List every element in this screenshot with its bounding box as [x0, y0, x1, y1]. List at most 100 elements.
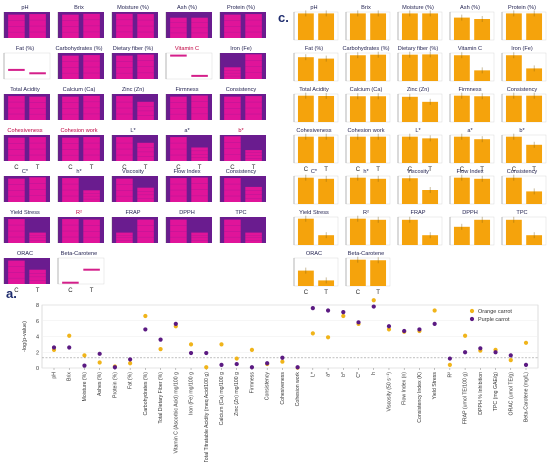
x-tick-label: Yield Stress [432, 372, 438, 400]
mini-chart-title: Firmness [459, 87, 482, 93]
group-label-C: C [408, 167, 413, 173]
mini-chart: Total Acidity [3, 87, 50, 120]
mini-chart-title: ORAC [306, 251, 322, 257]
bar-C [297, 270, 314, 286]
point-orange [143, 313, 148, 319]
mini-chart-title: Ash (%) [460, 5, 480, 11]
group-label-C: C [356, 167, 361, 173]
x-tick-label: Consistency Index (K) [417, 372, 423, 423]
mini-chart-title: Beta-Carotene [61, 251, 97, 257]
mini-chart: Moisture (%) [111, 5, 158, 38]
mini-chart-title: Brix [74, 5, 84, 11]
group-label-T: T [324, 290, 328, 296]
point-orange [204, 365, 209, 370]
x-tick-label: b* [341, 372, 347, 377]
mini-chart: Consistency [219, 87, 266, 120]
point-purple [462, 350, 468, 355]
mini-chart-title: Moisture (%) [402, 5, 434, 11]
mini-chart-title: Zinc (Zn) [122, 87, 145, 93]
mini-chart: DPPH [165, 210, 212, 243]
mini-chart-title: Calcium (Ca) [63, 87, 96, 93]
bar-T [526, 68, 543, 81]
bar-T [422, 235, 439, 245]
mini-chart: Ash (%) [165, 5, 212, 38]
mini-chart: R² [345, 210, 391, 246]
mini-chart-title: DPPH [462, 210, 478, 216]
mini-chart-title: Vitamin C [175, 46, 199, 52]
x-tick-label: Cohesiveness [280, 372, 286, 405]
point-orange [128, 361, 133, 366]
mini-chart-title: a* [184, 128, 190, 134]
point-purple [478, 346, 483, 351]
group-label-C: C [68, 165, 73, 171]
bar-T [191, 74, 208, 77]
mini-chart-title: h* [76, 169, 82, 175]
mini-chart-title: Consistency [226, 169, 257, 175]
mini-chart: Brix [345, 5, 391, 41]
bar-T [422, 13, 439, 40]
panel-label-c: c. [278, 10, 289, 25]
mini-chart: Yield Stress [3, 210, 50, 243]
point-orange [249, 347, 255, 352]
mini-chart: L* C T [397, 128, 443, 173]
x-tick-label: C* [356, 372, 362, 378]
point-orange [82, 353, 87, 358]
group-label-C: C [230, 165, 235, 171]
point-orange [447, 362, 452, 367]
mini-chart-title: R² [363, 210, 369, 216]
mini-chart-title: Cohesion work [61, 128, 98, 134]
legend-label: Orange carrot [478, 309, 512, 315]
bar-T [474, 19, 491, 40]
bar-C [401, 54, 418, 81]
bar-T [29, 72, 46, 75]
point-purple [188, 350, 194, 356]
mini-chart-title: Dietary fiber (%) [398, 46, 439, 52]
mini-chart: Yield Stress [293, 210, 339, 246]
x-tick-label: Consistency [265, 372, 271, 401]
mini-chart: Protein (%) [219, 5, 266, 39]
bar-C [297, 95, 314, 122]
group-label-T: T [90, 288, 94, 294]
bar-C [505, 177, 522, 204]
point-purple [219, 362, 224, 367]
x-tick-label: Firmness [249, 372, 255, 394]
bar-T [370, 219, 387, 245]
mini-chart: Cohesion work C T [57, 128, 104, 171]
mini-chart-title: Total Acidity [10, 87, 40, 93]
group-label-T: T [252, 165, 256, 171]
point-purple [386, 324, 392, 329]
mini-chart: Iron (Fe) [501, 46, 547, 82]
legend: Orange carrot Purple carrot [469, 308, 512, 323]
bar-C [453, 226, 470, 245]
mini-chart: pH [293, 5, 339, 41]
x-tick-label: Ashes (%) [97, 372, 103, 396]
bar-C [349, 259, 366, 286]
mini-chart-title: L* [415, 128, 421, 134]
mini-chart-title: C* [22, 169, 29, 175]
mini-chart: ORAC C T [293, 251, 339, 296]
panel-b-purple-carrot: pH Brix Moisture (%) Ash (%) Protein (%) Fat … [3, 5, 266, 294]
bar-T [526, 13, 543, 40]
point-orange [234, 356, 239, 361]
bar-T [370, 260, 387, 286]
mini-chart-title: ORAC [17, 251, 33, 257]
legend-marker [469, 308, 475, 314]
bar-C [349, 218, 366, 245]
point-orange [462, 333, 468, 338]
bar-C [401, 96, 418, 122]
group-label-C: C [304, 167, 309, 173]
mini-chart-title: Fat (%) [305, 46, 323, 52]
bar-C [505, 95, 522, 122]
mini-chart: Carbohydrates (%) [343, 46, 391, 82]
point-purple [82, 363, 87, 368]
group-label-T: T [36, 165, 40, 171]
bar-T [422, 138, 439, 163]
bar-T [474, 219, 491, 245]
group-label-T: T [324, 167, 328, 173]
mini-chart-title: Ash (%) [177, 5, 197, 11]
mini-chart: Cohesiveness C T [3, 128, 50, 171]
bar-C [297, 57, 314, 81]
bar-C [349, 136, 366, 163]
bar-T [370, 54, 387, 81]
